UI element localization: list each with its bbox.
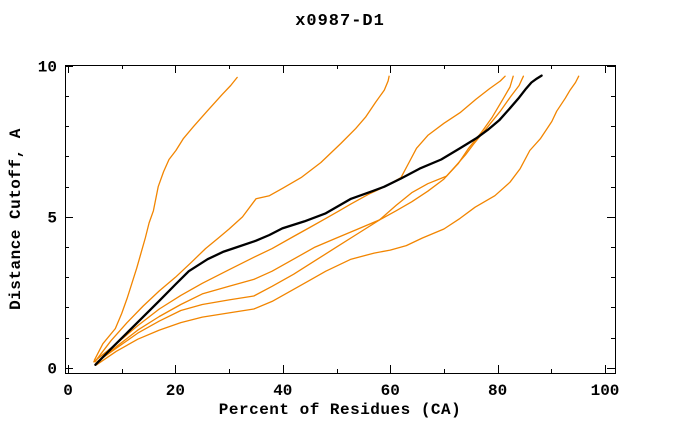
x-tick-label: 80	[488, 382, 507, 400]
chart-title: x0987-D1	[295, 12, 385, 31]
y-tick-label: 5	[47, 209, 57, 227]
curve-orange-3	[93, 75, 506, 363]
x-tick-label: 40	[273, 382, 292, 400]
x-tick-label: 100	[591, 382, 620, 400]
curve-black-model	[94, 74, 543, 366]
curve-orange-4	[95, 75, 514, 364]
x-axis-label: Percent of Residues (CA)	[218, 401, 462, 419]
x-tick-label: 20	[166, 382, 185, 400]
curve-orange-5	[96, 75, 525, 363]
curve-orange-1	[93, 76, 238, 361]
x-tick-label: 0	[63, 382, 73, 400]
y-tick-label: 0	[47, 360, 57, 378]
x-tick-label: 60	[381, 382, 400, 400]
y-tick-label: 10	[38, 58, 57, 76]
curve-orange-2	[94, 75, 390, 363]
curve-orange-6	[95, 75, 580, 366]
plot-frame	[65, 65, 616, 374]
